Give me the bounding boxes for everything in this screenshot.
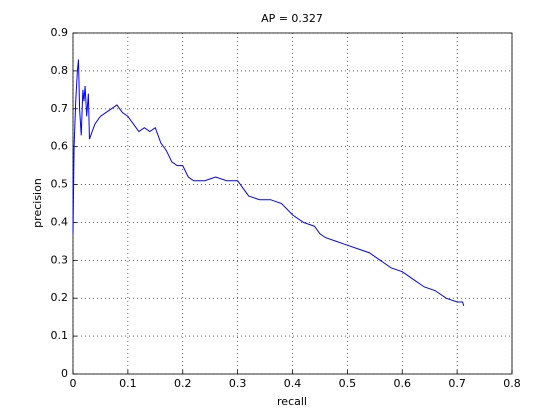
x-tick-label: 0.5 <box>339 377 357 390</box>
y-tick-label: 0 <box>61 367 68 380</box>
chart-title: AP = 0.327 <box>261 12 323 25</box>
y-tick-label: 0.9 <box>51 26 69 39</box>
x-tick-label: 0.7 <box>448 377 466 390</box>
x-axis-label: recall <box>277 395 307 408</box>
x-tick-label: 0.8 <box>503 377 521 390</box>
plot-area <box>73 33 512 374</box>
y-tick-label: 0.3 <box>51 253 69 266</box>
y-tick-label: 0.2 <box>51 291 69 304</box>
x-tick-label: 0.2 <box>174 377 192 390</box>
x-tick-label: 0.4 <box>284 377 302 390</box>
x-tick-label: 0.3 <box>229 377 247 390</box>
data-line <box>72 59 465 306</box>
x-tick-label: 0.6 <box>394 377 412 390</box>
y-tick-label: 0.8 <box>51 64 69 77</box>
y-axis-label: precision <box>31 178 44 228</box>
y-tick-label: 0.6 <box>51 140 69 153</box>
y-tick-label: 0.4 <box>51 215 69 228</box>
y-tick-label: 0.7 <box>51 102 69 115</box>
y-tick-label: 0.1 <box>51 329 69 342</box>
x-tick-label: 0.1 <box>119 377 137 390</box>
x-tick-label: 0 <box>70 377 77 390</box>
y-tick-label: 0.5 <box>51 178 69 191</box>
